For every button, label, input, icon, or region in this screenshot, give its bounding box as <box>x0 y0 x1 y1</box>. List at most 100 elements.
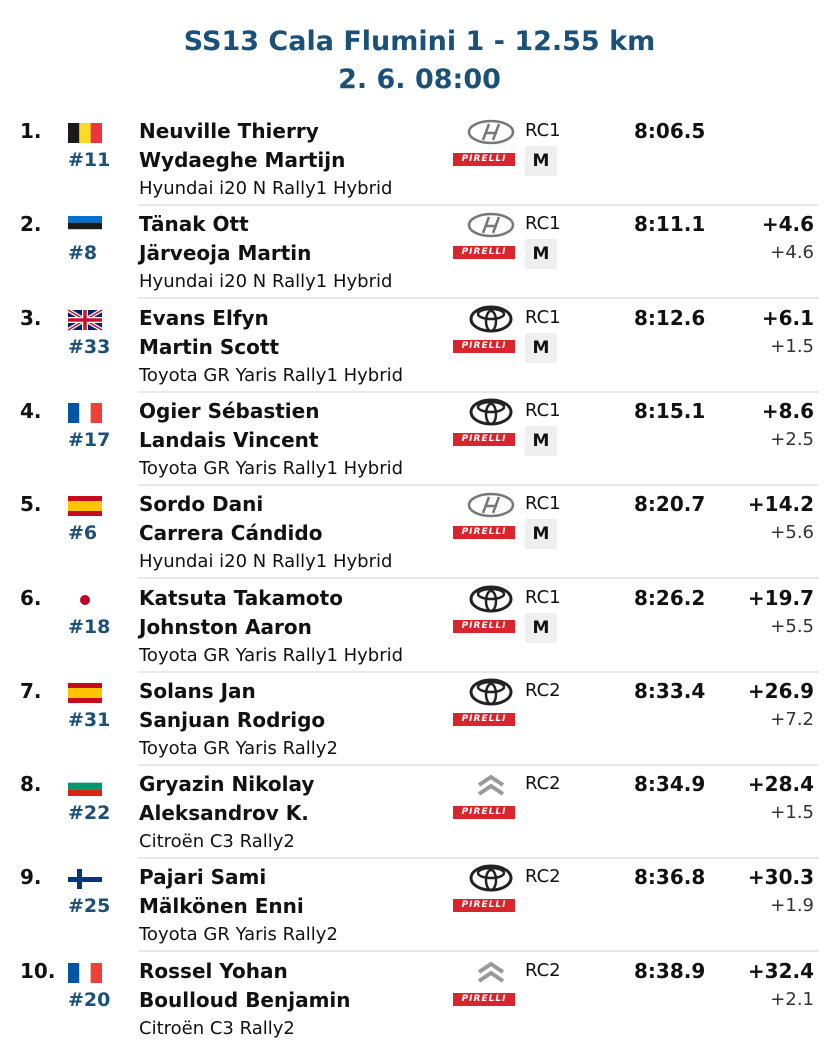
diff: +7.2 <box>770 708 814 730</box>
car-number: #22 <box>68 802 111 825</box>
flag <box>68 776 102 797</box>
time: 8:06.5 <box>634 119 706 143</box>
class: RC1 <box>525 399 561 421</box>
time: 8:26.2 <box>634 585 706 610</box>
title: SS13 Cala Flumini 1 - 12.55 km <box>183 26 656 57</box>
position: 10. <box>20 958 56 983</box>
time: 8:12.6 <box>634 305 706 330</box>
position: 2. <box>20 212 42 237</box>
class: RC1 <box>525 213 561 235</box>
car: Toyota GR Yaris Rally2 <box>139 737 338 759</box>
driver: Tänak Ott <box>139 212 249 237</box>
car-number: #18 <box>68 615 111 638</box>
separator <box>138 390 819 393</box>
diff: +1.5 <box>770 802 814 824</box>
brand-logo <box>469 864 513 892</box>
flag <box>66 307 104 332</box>
tyre-logo: PIRELLI <box>453 526 515 540</box>
tyre-logo: PIRELLI <box>453 339 515 353</box>
car: Hyundai i20 N Rally1 Hybrid <box>139 551 393 573</box>
car: Toyota GR Yaris Rally1 Hybrid <box>139 644 404 666</box>
codriver: Aleksandrov K. <box>139 801 309 826</box>
compound: M <box>525 146 557 176</box>
diff: +2.5 <box>770 428 814 450</box>
flag <box>68 962 102 983</box>
driver: Neuville Thierry <box>139 119 319 143</box>
tyre-logo: PIRELLI <box>453 432 515 446</box>
codriver: Järveoja Martin <box>139 241 312 266</box>
separator <box>138 763 819 766</box>
car-number: #20 <box>68 988 111 1011</box>
tyre-logo: PIRELLI <box>453 806 515 820</box>
class: RC1 <box>525 586 561 608</box>
class: RC1 <box>525 120 561 141</box>
brand-logo <box>469 585 513 612</box>
gap: +19.7 <box>747 585 814 610</box>
brand-logo <box>477 774 505 796</box>
brand-logo <box>467 492 515 518</box>
car: Toyota GR Yaris Rally1 Hybrid <box>139 364 404 386</box>
car-number: #11 <box>68 149 111 171</box>
gap: +28.4 <box>747 772 814 797</box>
driver: Solans Jan <box>139 678 256 703</box>
diff: +5.5 <box>770 615 814 637</box>
codriver: Carrera Cándido <box>139 521 323 546</box>
compound: M <box>525 612 557 643</box>
car-number: #25 <box>68 895 111 918</box>
diff: +2.1 <box>770 988 814 1010</box>
separator <box>138 577 819 580</box>
brand-logo <box>467 213 515 238</box>
brand-logo <box>467 119 515 145</box>
time: 8:15.1 <box>634 398 706 423</box>
car-number: #6 <box>68 522 98 545</box>
driver: Evans Elfyn <box>139 305 269 330</box>
driver: Gryazin Nikolay <box>139 772 315 797</box>
codriver: Mälkönen Enni <box>139 894 304 919</box>
position: 1. <box>20 119 42 143</box>
separator <box>138 950 819 953</box>
tyre-logo: PIRELLI <box>453 153 515 166</box>
separator <box>138 483 819 486</box>
separator <box>138 204 819 206</box>
position: 3. <box>20 305 42 330</box>
gap: +6.1 <box>761 305 814 330</box>
car: Hyundai i20 N Rally1 Hybrid <box>139 178 393 199</box>
brand-logo <box>469 678 513 706</box>
car-number: #31 <box>68 708 111 731</box>
tyre-logo: PIRELLI <box>453 992 515 1006</box>
diff: +4.6 <box>770 242 814 264</box>
position: 4. <box>20 398 42 423</box>
driver: Pajari Sami <box>139 865 267 890</box>
compound: M <box>525 239 557 270</box>
car-number: #33 <box>68 335 111 358</box>
class: RC2 <box>525 679 561 701</box>
position: 6. <box>20 585 42 610</box>
flag <box>68 869 102 890</box>
codriver: Boulloud Benjamin <box>139 987 351 1012</box>
flag <box>68 216 102 237</box>
tyre-logo: PIRELLI <box>453 619 515 633</box>
car: Citroën C3 Rally2 <box>139 1017 295 1039</box>
flag <box>68 589 102 610</box>
position: 7. <box>20 678 42 703</box>
brand-logo <box>477 961 505 983</box>
compound: M <box>525 332 557 363</box>
car-number: #17 <box>68 428 111 451</box>
diff: +1.5 <box>770 335 814 357</box>
compound: M <box>525 425 557 456</box>
class: RC2 <box>525 959 561 981</box>
flag <box>68 402 102 423</box>
car-number: #8 <box>68 242 98 265</box>
tyre-logo: PIRELLI <box>453 246 515 260</box>
codriver: Sanjuan Rodrigo <box>139 707 326 732</box>
diff: +1.9 <box>770 895 814 917</box>
class: RC1 <box>525 306 561 328</box>
brand-logo <box>469 398 513 426</box>
gap: +26.9 <box>747 678 814 703</box>
separator <box>138 297 819 300</box>
driver: Katsuta Takamoto <box>139 585 343 610</box>
time: 8:11.1 <box>634 212 706 237</box>
tyre-logo: PIRELLI <box>453 899 515 913</box>
time: 8:36.8 <box>634 865 706 890</box>
